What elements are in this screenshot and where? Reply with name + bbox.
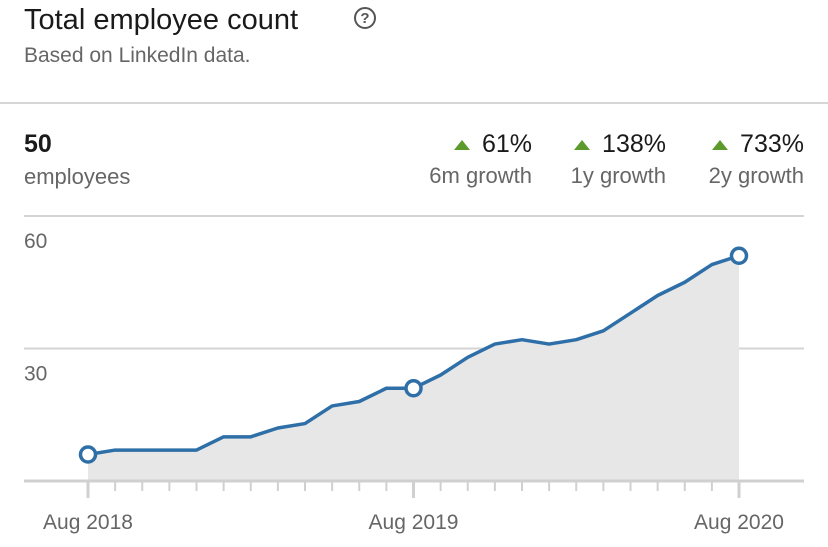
y-tick-label: 60: [24, 230, 47, 253]
growth-label: 1y growth: [570, 163, 666, 188]
up-arrow-icon: [453, 139, 470, 150]
y-tick-label: 30: [24, 363, 47, 386]
chart-title: Total employee count: [24, 4, 299, 36]
growth-stat-2y: 733% 2y growth: [709, 130, 804, 189]
growth-value: 61%: [481, 130, 532, 158]
data-point-marker: [78, 445, 98, 464]
growth-label: 6m growth: [429, 163, 532, 188]
area-fill: [88, 255, 739, 481]
growth-label: 2y growth: [708, 163, 804, 188]
growth-stat-6m: 61% 6m growth: [429, 130, 532, 189]
growth-value: 138%: [602, 130, 666, 158]
up-arrow-icon: [574, 139, 591, 150]
x-tick-label: Aug 2020: [694, 511, 784, 534]
chart-subtitle: Based on LinkedIn data.: [24, 44, 251, 67]
header-divider: [0, 102, 828, 104]
up-arrow-icon: [712, 139, 729, 150]
growth-stat-1y: 138% 1y growth: [571, 130, 666, 189]
x-tick-label: Aug 2019: [369, 511, 459, 534]
employee-count: 50: [24, 130, 52, 158]
data-point-marker: [404, 379, 423, 398]
growth-value: 733%: [740, 130, 804, 158]
employee-count-label: employees: [24, 164, 131, 189]
x-tick-label: Aug 2018: [43, 511, 133, 534]
question-circle-icon[interactable]: ?: [354, 7, 376, 29]
data-point-marker: [729, 246, 749, 265]
